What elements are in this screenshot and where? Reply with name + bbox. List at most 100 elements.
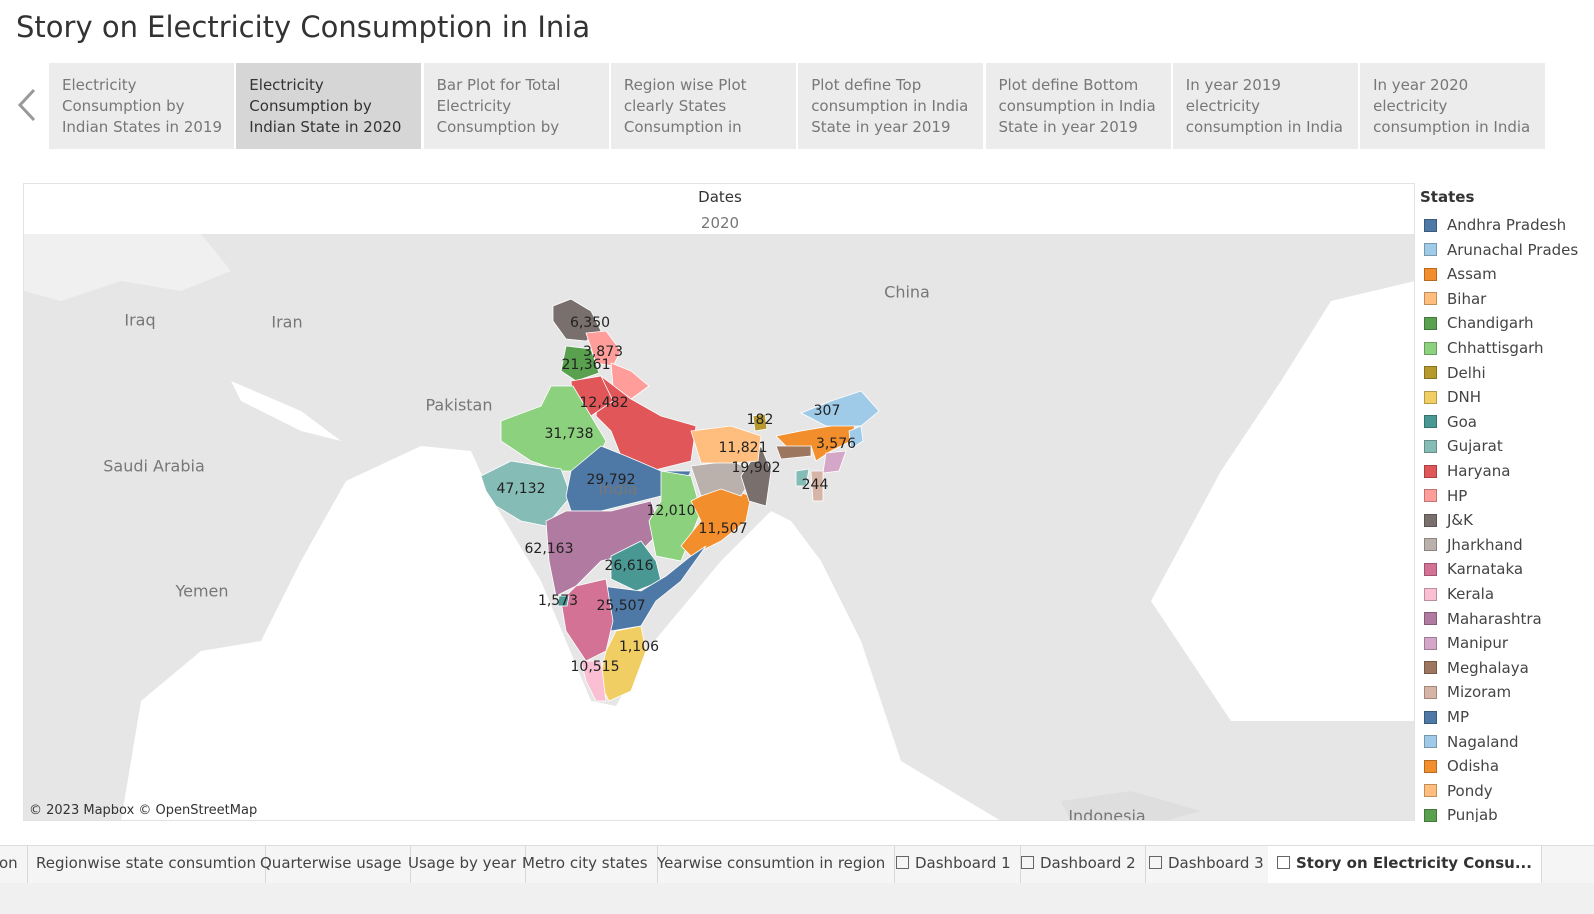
- state-region[interactable]: [775, 445, 812, 460]
- state-region[interactable]: [822, 450, 847, 474]
- legend-item[interactable]: Arunachal Prades: [1424, 240, 1578, 260]
- state-region[interactable]: [560, 345, 600, 382]
- legend-swatch: [1424, 513, 1437, 527]
- story-point[interactable]: Plot define Top consumption in India Sta…: [798, 63, 984, 149]
- story-point[interactable]: Electricity Consumption by Indian State …: [236, 63, 422, 149]
- state-value-label: 21,361: [562, 357, 611, 373]
- legend-item[interactable]: Kerala: [1424, 584, 1494, 604]
- legend-label: Chhattisgarh: [1447, 339, 1544, 357]
- sheet-tab[interactable]: Regionwise state consumtion: [27, 846, 266, 883]
- legend-item[interactable]: Bihar: [1424, 289, 1486, 309]
- state-value-label: 3,576: [816, 436, 856, 452]
- legend-item[interactable]: J&K: [1424, 510, 1473, 530]
- story-point[interactable]: In year 2020 electricity consumption in …: [1360, 63, 1546, 149]
- country-label: Yemen: [174, 582, 228, 601]
- state-region[interactable]: [557, 595, 570, 607]
- sheet-tab-label: Dashboard 2: [1040, 854, 1136, 872]
- legend-label: Mizoram: [1447, 683, 1512, 702]
- state-value-label: 307: [814, 403, 841, 419]
- land: [1061, 791, 1201, 820]
- state-value-label: 29,792: [587, 472, 636, 488]
- map-attribution: © 2023 Mapbox © OpenStreetMap: [29, 803, 258, 818]
- legend-item[interactable]: Nagaland: [1424, 732, 1519, 752]
- legend-swatch: [1424, 587, 1437, 601]
- state-region[interactable]: [795, 468, 810, 487]
- legend-item[interactable]: Andhra Pradesh: [1424, 215, 1566, 235]
- legend-item[interactable]: DNH: [1424, 387, 1481, 407]
- story-point[interactable]: Region wise Plot clearly States Consumpt…: [610, 63, 796, 149]
- legend-swatch: [1424, 808, 1437, 822]
- sheet-tab-label: Story on Electricity Consu...: [1296, 854, 1532, 872]
- legend-item[interactable]: Chhattisgarh: [1424, 338, 1544, 358]
- legend-swatch: [1424, 562, 1437, 576]
- story-point-caption: Bar Plot for Total Electricity Consumpti…: [436, 76, 561, 136]
- country-label: Indonesia: [1068, 807, 1145, 821]
- state-value-label: 12,482: [580, 395, 629, 411]
- legend-item[interactable]: Pondy: [1424, 781, 1493, 801]
- legend-item[interactable]: Haryana: [1424, 461, 1510, 481]
- sheet-tab[interactable]: Metro city states: [513, 846, 658, 883]
- sheet-tab-label: Yearwise consumtion in region: [657, 854, 886, 872]
- legend-item[interactable]: Goa: [1424, 412, 1477, 432]
- country-label: China: [884, 283, 930, 302]
- legend-item[interactable]: Mizoram: [1424, 682, 1511, 702]
- sheet-tab-label: Dashboard 1: [915, 854, 1011, 872]
- legend-label: Odisha: [1447, 757, 1500, 776]
- story-point[interactable]: In year 2019 electricity consumption in …: [1172, 63, 1358, 149]
- sheet-icon: [896, 856, 909, 869]
- legend-swatch: [1424, 612, 1437, 626]
- state-region[interactable]: [810, 470, 824, 502]
- legend-item[interactable]: Chandigarh: [1424, 313, 1534, 333]
- legend-item[interactable]: Gujarat: [1424, 436, 1503, 456]
- legend-item[interactable]: Punjab: [1424, 805, 1498, 822]
- state-value-label: 11,507: [699, 521, 748, 537]
- sheet-tab[interactable]: Dashboard 3: [1140, 846, 1274, 883]
- sheet-tab[interactable]: Dashboard 1: [887, 846, 1021, 883]
- legend-item[interactable]: Odisha: [1424, 756, 1499, 776]
- state-region[interactable]: [595, 375, 697, 472]
- story-point[interactable]: Plot define Bottom consumption in India …: [985, 63, 1171, 149]
- state-value-label: 1,106: [619, 639, 659, 655]
- sea: [231, 381, 341, 441]
- legend-swatch: [1424, 759, 1437, 773]
- state-region[interactable]: [580, 660, 607, 702]
- sheet-tabs: on Regionwise state consumtion Quarterwise…: [0, 845, 1594, 884]
- legend-item[interactable]: Manipur: [1424, 633, 1508, 653]
- state-region[interactable]: [600, 545, 707, 632]
- map[interactable]: Iraq Iran Pakistan Saudi Arabia Yemen China In…: [24, 234, 1414, 820]
- state-value-label: 11,821: [719, 440, 768, 456]
- legend-item[interactable]: HP: [1424, 486, 1467, 506]
- sea: [121, 446, 1000, 820]
- previous-story-point[interactable]: [14, 86, 42, 124]
- sheet-tab[interactable]: Dashboard 2: [1012, 846, 1146, 883]
- state-region[interactable]: [800, 390, 880, 427]
- legend-item[interactable]: Karnataka: [1424, 559, 1523, 579]
- legend-item[interactable]: Meghalaya: [1424, 658, 1529, 678]
- state-region[interactable]: [690, 425, 762, 464]
- sheet-tab[interactable]: Quarterwise usage: [251, 846, 412, 883]
- legend-item[interactable]: MP: [1424, 707, 1469, 727]
- story-point[interactable]: Bar Plot for Total Electricity Consumpti…: [423, 63, 609, 149]
- legend-item[interactable]: Maharashtra: [1424, 609, 1542, 629]
- legend-item[interactable]: Assam: [1424, 264, 1497, 284]
- state-value-label: 6,350: [570, 315, 610, 331]
- sheet-tab[interactable]: on: [0, 846, 28, 883]
- state-region[interactable]: [752, 413, 768, 432]
- state-region[interactable]: [610, 362, 650, 400]
- state-value-label: 1,573: [538, 593, 578, 609]
- legend-label: Haryana: [1447, 462, 1511, 480]
- legend-item[interactable]: Delhi: [1424, 363, 1486, 383]
- legend-swatch: [1424, 243, 1437, 257]
- sheet-tab[interactable]: Yearwise consumtion in region: [648, 846, 896, 883]
- column-header-value: 2020: [700, 214, 740, 232]
- sheet-tab[interactable]: Usage by year: [399, 846, 527, 883]
- legend-swatch: [1424, 661, 1437, 675]
- story-point[interactable]: Electricity Consumption by Indian States…: [49, 63, 234, 149]
- state-value-label: 62,163: [525, 541, 574, 557]
- legend-label: Jharkhand: [1447, 535, 1523, 554]
- sheet-tab[interactable]: Story on Electricity Consu...: [1268, 846, 1542, 883]
- sheet-tab-label: Regionwise state consumtion: [36, 854, 256, 872]
- column-header: Dates: [698, 188, 742, 206]
- state-region[interactable]: [848, 425, 864, 450]
- legend-item[interactable]: Jharkhand: [1424, 535, 1523, 555]
